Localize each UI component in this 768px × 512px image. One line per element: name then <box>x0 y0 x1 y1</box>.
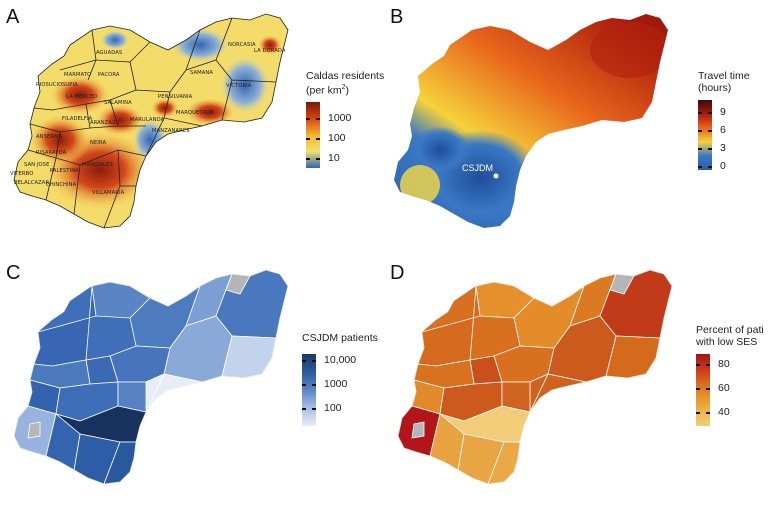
panel-a-legend-title: Caldas residents (per km2) <box>306 70 385 97</box>
panel-d-ses-map <box>398 270 672 484</box>
label-palestina: PALESTINA <box>50 168 79 174</box>
panel-d-legend-colorbar <box>696 354 710 426</box>
panel-c-letter: C <box>6 262 21 284</box>
label-filadelfia: FILADELFIA <box>62 116 93 122</box>
label-anserma: ANSERMA <box>36 134 63 140</box>
label-victoria: VICTORIA <box>226 83 252 89</box>
panel-d-legend: Percent of pati with low SES 80 60 40 <box>696 324 764 426</box>
label-manzanares: MANZANARES <box>152 128 190 134</box>
panel-a-letter: A <box>6 6 20 28</box>
label-belalcazar: BELALCAZAR <box>14 180 49 186</box>
panel-b-travel-time-map: CSJDM <box>394 14 668 228</box>
label-samana: SAMANA <box>190 70 213 76</box>
panel-b-legend-tick-0: 0 <box>720 160 726 172</box>
panel-c-legend-colorbar <box>302 354 316 426</box>
label-villamaria: VILLAMARIA <box>92 190 125 196</box>
panel-c-patients-map <box>14 270 288 484</box>
panel-d: D Percent <box>384 256 768 512</box>
label-marulanda: MARULANDA <box>130 117 165 123</box>
panel-d-legend-title: Percent of pati with low SES <box>696 324 764 348</box>
label-risaralda: RISARALDA <box>36 150 67 156</box>
panel-d-legend-tick-40: 40 <box>718 406 730 418</box>
label-chinchina: CHINCHINA <box>46 182 77 188</box>
label-la-dorada: LA DORADA <box>254 48 286 54</box>
panel-c-legend-tick-10000: 10,000 <box>324 354 357 366</box>
label-pensilvania: PENSILVANIA <box>158 94 193 100</box>
panel-c-legend-title: CSJDM patients <box>302 332 378 344</box>
panel-c-legend: CSJDM patients 10,000 1000 100 <box>302 332 378 426</box>
label-marmato: MARMATO <box>64 72 91 78</box>
label-manizales: MANIZALES <box>82 162 113 168</box>
label-salamina: SALAMINA <box>104 100 132 106</box>
label-pacora: PACORA <box>98 72 120 78</box>
panel-c: C CSJDM patients <box>0 256 384 512</box>
label-san-jose: SAN JOSE <box>24 162 49 168</box>
panel-a-municipality-labels: AGUADAS NORCASIA LA DORADA PACORA SAMANA… <box>10 42 286 196</box>
label-norcasia: NORCASIA <box>228 42 256 48</box>
panel-a-legend-tick-1000: 1000 <box>328 112 352 124</box>
csjdm-marker <box>493 173 499 179</box>
label-aguadas: AGUADAS <box>96 50 122 56</box>
label-marquetalia: MARQUETALIA <box>176 110 215 116</box>
label-aranzazu: ARANZAZU <box>90 120 120 126</box>
panel-d-legend-tick-60: 60 <box>718 382 730 394</box>
panel-c-legend-tick-1000: 1000 <box>324 378 348 390</box>
label-viterbo: VITERBO <box>10 171 33 177</box>
panel-a-legend-tick-100: 100 <box>328 132 346 144</box>
panel-a: A <box>0 0 384 256</box>
panel-b: B <box>384 0 768 256</box>
csjdm-marker-label: CSJDM <box>462 163 493 173</box>
panel-b-legend-tick-6: 6 <box>720 124 726 136</box>
panel-b-legend-tick-9: 9 <box>720 106 726 118</box>
panel-b-legend-title: Travel time (hours) <box>698 70 750 94</box>
panel-b-legend-tick-3: 3 <box>720 142 726 154</box>
panel-a-legend-tick-10: 10 <box>328 152 340 164</box>
panel-d-legend-tick-80: 80 <box>718 358 730 370</box>
label-la-merced: LA MERCED <box>66 94 97 100</box>
label-supia: SUPIA <box>62 82 78 88</box>
panel-a-legend: Caldas residents (per km2) 1000 100 10 <box>306 70 385 168</box>
panel-d-letter: D <box>390 262 405 284</box>
panel-b-legend: Travel time (hours) 9 6 3 0 <box>698 70 750 172</box>
label-riosucio: RIOSUCIO <box>36 82 62 88</box>
label-neira: NEIRA <box>90 140 106 146</box>
panel-b-letter: B <box>390 6 404 28</box>
panel-c-legend-tick-100: 100 <box>324 402 342 414</box>
panel-b-legend-colorbar <box>698 100 712 170</box>
panel-a-density-map: AGUADAS NORCASIA LA DORADA PACORA SAMANA… <box>10 13 289 229</box>
